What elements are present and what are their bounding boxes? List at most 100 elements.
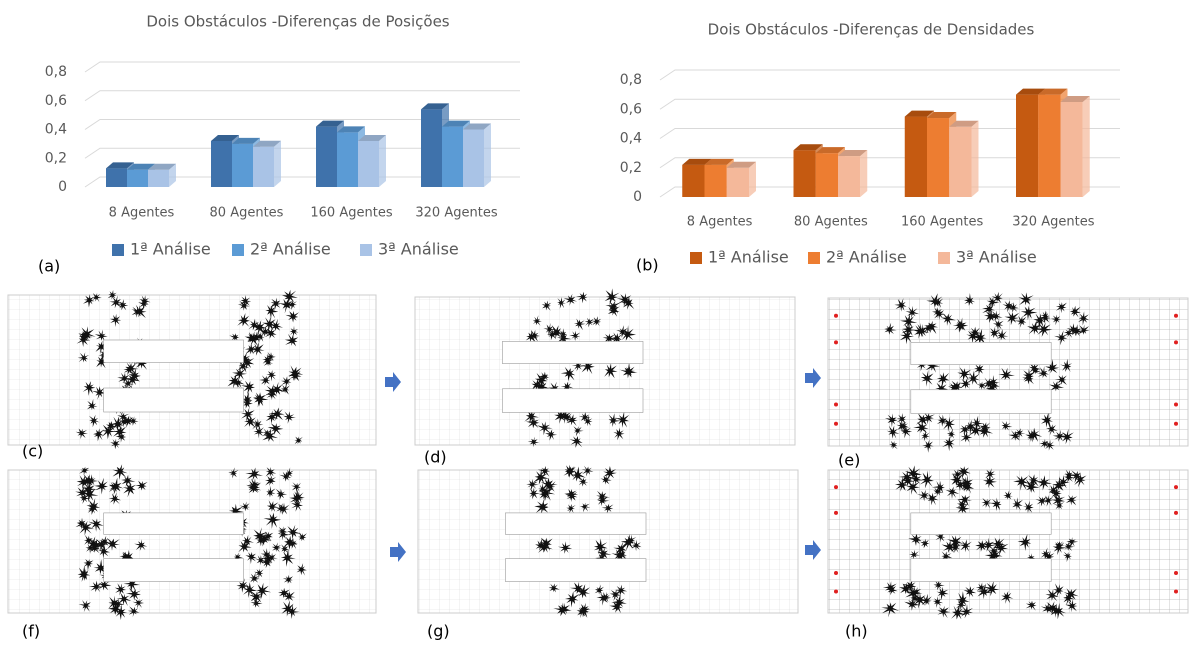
goal-marker <box>834 485 838 490</box>
bar <box>421 109 442 187</box>
agent <box>989 546 999 558</box>
agent <box>968 370 980 385</box>
agent <box>86 498 101 515</box>
panel-label: (f) <box>22 622 40 641</box>
agent <box>294 436 303 445</box>
goal-marker <box>834 570 838 575</box>
panel-background <box>417 469 799 614</box>
bar-top <box>253 140 281 147</box>
agent <box>1050 494 1066 507</box>
agent <box>269 297 281 311</box>
agent <box>106 421 117 432</box>
agent <box>921 429 930 442</box>
agent <box>990 310 1003 321</box>
agent <box>240 380 256 395</box>
agent <box>98 535 110 548</box>
grid-line <box>84 119 520 130</box>
grid-line <box>84 61 520 73</box>
bar <box>211 141 232 187</box>
bar-top <box>904 110 934 117</box>
agent <box>284 333 299 347</box>
bar-top <box>232 137 260 144</box>
bar <box>463 129 484 187</box>
agent <box>116 593 132 606</box>
arrows <box>385 368 821 562</box>
agent <box>1078 311 1090 326</box>
agent <box>920 369 934 387</box>
agent <box>932 596 944 608</box>
agent <box>609 599 624 614</box>
agent <box>244 415 258 428</box>
bar-top-shade <box>1060 95 1090 102</box>
bar <box>1016 94 1039 197</box>
agent <box>563 293 578 306</box>
agent <box>244 333 258 343</box>
agent <box>560 366 576 382</box>
agent <box>123 364 135 376</box>
agent <box>900 425 913 439</box>
agent <box>535 538 547 552</box>
agent <box>996 329 1009 341</box>
simulation-panel <box>7 464 377 620</box>
agent <box>1029 361 1041 375</box>
obstacle <box>505 512 647 535</box>
x-tick-label: 80 Agentes <box>794 215 868 230</box>
agent <box>926 293 943 308</box>
agent <box>537 371 550 382</box>
bar-top <box>358 135 386 141</box>
agent <box>1052 429 1065 442</box>
agent <box>937 605 950 619</box>
y-tick-label: 0,8 <box>620 72 642 88</box>
agent <box>287 524 302 540</box>
agent <box>125 371 140 386</box>
agent <box>95 340 107 354</box>
agent <box>604 363 618 379</box>
agent <box>881 602 900 618</box>
agent <box>576 584 590 599</box>
legend-swatch <box>938 252 950 264</box>
agent <box>984 468 996 480</box>
agent <box>957 497 969 510</box>
bar-top <box>127 163 155 170</box>
agent <box>573 426 584 437</box>
agent <box>242 398 253 409</box>
agent <box>534 498 549 516</box>
agent <box>267 423 284 436</box>
bar <box>253 146 274 187</box>
agent <box>1054 374 1067 385</box>
legend-label: 1ª Análise <box>130 240 211 259</box>
agent <box>1022 373 1034 385</box>
agent <box>947 535 964 550</box>
agent <box>936 372 950 388</box>
agent <box>241 534 254 547</box>
agent <box>245 342 259 355</box>
agent <box>915 324 930 337</box>
agent <box>1035 496 1048 507</box>
agent <box>610 332 623 346</box>
agent <box>258 531 272 547</box>
agent <box>79 520 94 536</box>
agent <box>1012 497 1023 511</box>
bar <box>442 126 463 187</box>
agent <box>134 539 148 551</box>
agent <box>955 502 970 514</box>
agent <box>86 474 99 488</box>
agent <box>270 318 284 331</box>
agent <box>983 472 997 488</box>
x-tick-label: 160 Agentes <box>901 215 983 230</box>
grid-line <box>659 69 1120 81</box>
agent <box>576 604 589 619</box>
agent <box>1053 499 1065 510</box>
agent <box>1023 500 1034 514</box>
agent <box>1059 428 1074 445</box>
obstacle <box>502 341 644 364</box>
bar <box>106 168 127 187</box>
agent <box>630 539 642 552</box>
agent <box>886 425 900 439</box>
agent <box>529 487 541 500</box>
agent <box>1064 328 1074 338</box>
agent <box>265 467 277 477</box>
agent <box>1039 438 1050 449</box>
agent <box>277 526 288 536</box>
bar-top-shade <box>1038 88 1068 95</box>
